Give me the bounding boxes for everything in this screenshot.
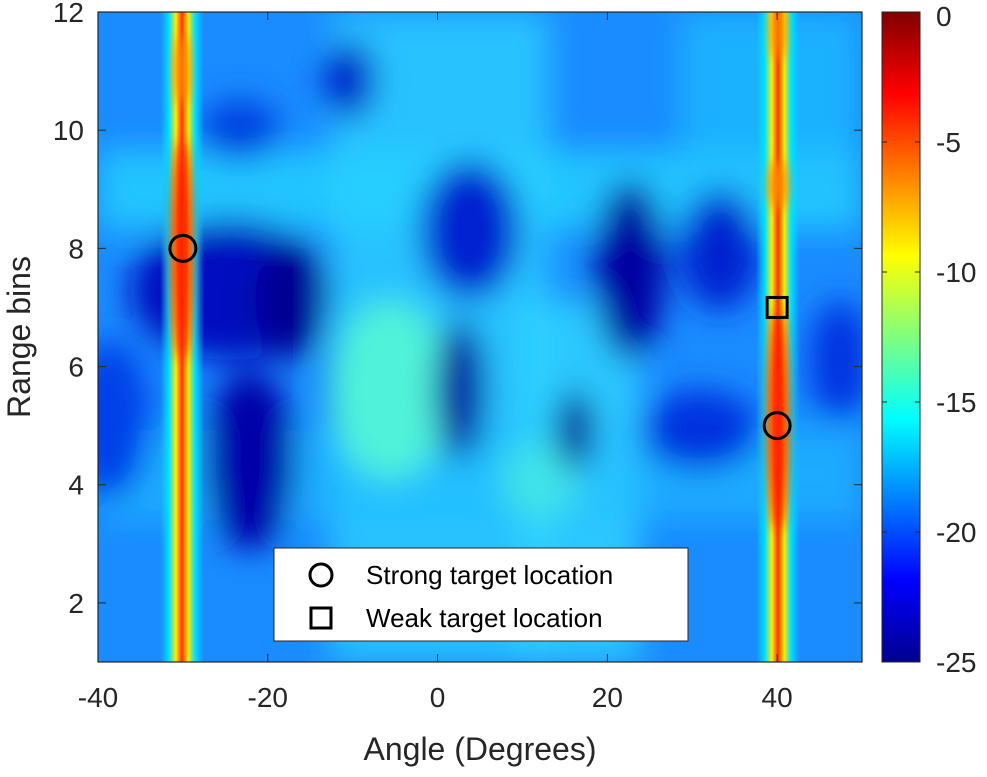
colorbar-ticks: 0 -5 -10 -15 -20 -25 [882,1,976,678]
colorbar-tick-label: -5 [936,127,961,158]
colorbar-gradient [881,11,921,663]
colorbar-tick-label: -15 [936,387,976,418]
y-axis: 2 4 6 8 10 12 [53,0,862,619]
x-tick-label: -40 [78,682,118,713]
x-tick-label: 0 [430,682,446,713]
heatmap [98,12,862,662]
y-tick-label: 8 [68,233,84,264]
x-axis-label: Angle (Degrees) [364,731,597,767]
x-axis: -40 -20 0 20 40 [78,12,793,713]
weak-target-marker [765,295,789,319]
colorbar-tick-label: -10 [936,257,976,288]
legend-label-strong: Strong target location [366,560,613,590]
colorbar: 0 -5 -10 -15 -20 -25 [881,1,976,678]
target-markers [168,233,792,441]
x-tick-label: 20 [592,682,623,713]
y-tick-label: 12 [53,0,84,28]
y-tick-label: 10 [53,115,84,146]
y-tick-label: 2 [68,588,84,619]
x-tick-label: -20 [248,682,288,713]
colorbar-tick-label: -25 [936,647,976,678]
strong-target-marker [762,411,792,441]
colorbar-tick-label: 0 [936,1,952,32]
plot-frame [97,11,863,663]
y-tick-label: 4 [68,470,84,501]
legend-circle-marker [308,562,334,588]
y-tick-label: 6 [68,352,84,383]
y-axis-label: Range bins [1,256,37,418]
legend-box [273,547,689,642]
legend: Strong target location Weak target locat… [273,547,689,642]
ridge-left [160,12,204,662]
x-tick-label: 40 [762,682,793,713]
strong-target-marker [168,233,198,263]
legend-label-weak: Weak target location [366,603,603,633]
legend-square-marker [309,606,333,630]
colorbar-tick-label: -20 [936,517,976,548]
ridge-right [756,12,800,662]
